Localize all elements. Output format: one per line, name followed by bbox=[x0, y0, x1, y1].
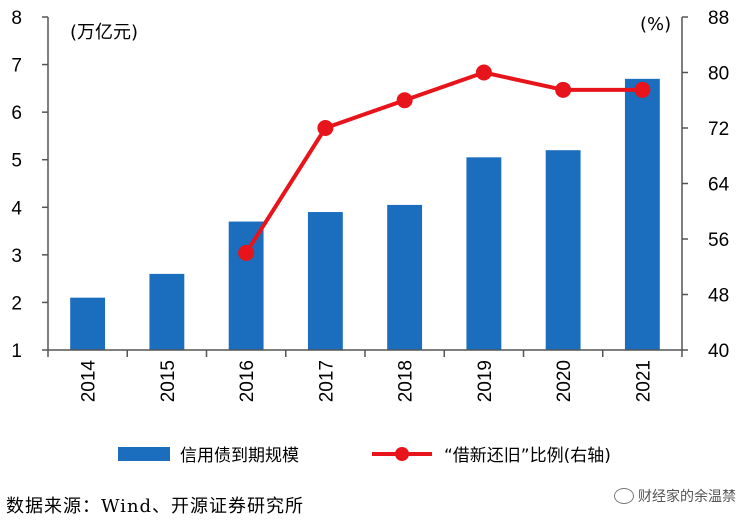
line-point bbox=[317, 120, 334, 136]
left-tick-label: 4 bbox=[11, 198, 22, 219]
left-tick-label: 3 bbox=[11, 246, 22, 267]
right-tick-label: 80 bbox=[708, 64, 729, 85]
line-point bbox=[475, 64, 492, 81]
right-tick-label: 48 bbox=[708, 286, 729, 307]
bar bbox=[70, 297, 106, 350]
bar bbox=[624, 78, 660, 350]
left-axis-unit: (万亿元) bbox=[70, 22, 138, 43]
x-tick-label: 2021 bbox=[633, 360, 654, 402]
line-point bbox=[555, 81, 572, 98]
line-point bbox=[396, 92, 413, 109]
x-tick-label: 2014 bbox=[79, 360, 100, 403]
x-tick-label: 2015 bbox=[158, 360, 179, 402]
bar bbox=[307, 212, 343, 350]
bar-series bbox=[70, 78, 660, 350]
left-tick-label: 2 bbox=[11, 293, 22, 314]
left-tick-label: 7 bbox=[11, 56, 22, 77]
line-series bbox=[238, 64, 651, 261]
bar bbox=[387, 204, 423, 350]
x-axis: 2014 2015 2016 2017 2018 2019 2020 2021 bbox=[47, 349, 683, 403]
legend-marker bbox=[395, 447, 409, 461]
left-axis: 1 2 3 4 5 6 7 8 bbox=[11, 8, 49, 362]
left-tick-label: 1 bbox=[11, 341, 22, 362]
left-tick-label: 8 bbox=[11, 8, 22, 29]
x-tick-label: 2017 bbox=[316, 360, 337, 402]
bar bbox=[466, 157, 502, 350]
right-axis: 40 48 56 64 72 80 88 bbox=[681, 8, 730, 362]
right-tick-label: 64 bbox=[708, 175, 730, 196]
right-axis-unit: (%) bbox=[640, 14, 671, 35]
wechat-icon bbox=[614, 488, 634, 504]
line-path bbox=[244, 70, 643, 254]
bar bbox=[149, 273, 185, 350]
bar bbox=[545, 150, 581, 350]
watermark-text: 财经家的余温禁 bbox=[638, 489, 736, 505]
left-tick-label: 6 bbox=[11, 103, 22, 124]
right-tick-label: 56 bbox=[708, 230, 729, 251]
line-point bbox=[634, 81, 651, 98]
x-tick-label: 2020 bbox=[554, 360, 575, 402]
x-tick-label: 2018 bbox=[396, 360, 417, 402]
legend-label-line: “借新还旧”比例(右轴) bbox=[444, 446, 611, 466]
source-note: 数据来源：Wind、开源证券研究所 bbox=[6, 496, 305, 517]
x-tick-label: 2019 bbox=[475, 360, 496, 402]
right-tick-label: 88 bbox=[708, 8, 729, 29]
legend-swatch-bar bbox=[118, 447, 170, 461]
legend-label-bar: 信用债到期规模 bbox=[180, 446, 299, 466]
left-tick-label: 5 bbox=[11, 151, 22, 172]
watermark: 财经家的余温禁 bbox=[614, 486, 736, 506]
bar bbox=[228, 221, 264, 350]
right-tick-label: 40 bbox=[708, 341, 729, 362]
line-point bbox=[238, 244, 255, 261]
legend: 信用债到期规模 “借新还旧”比例(右轴) bbox=[118, 446, 611, 466]
x-tick-label: 2016 bbox=[237, 360, 258, 402]
right-tick-label: 72 bbox=[708, 119, 729, 140]
